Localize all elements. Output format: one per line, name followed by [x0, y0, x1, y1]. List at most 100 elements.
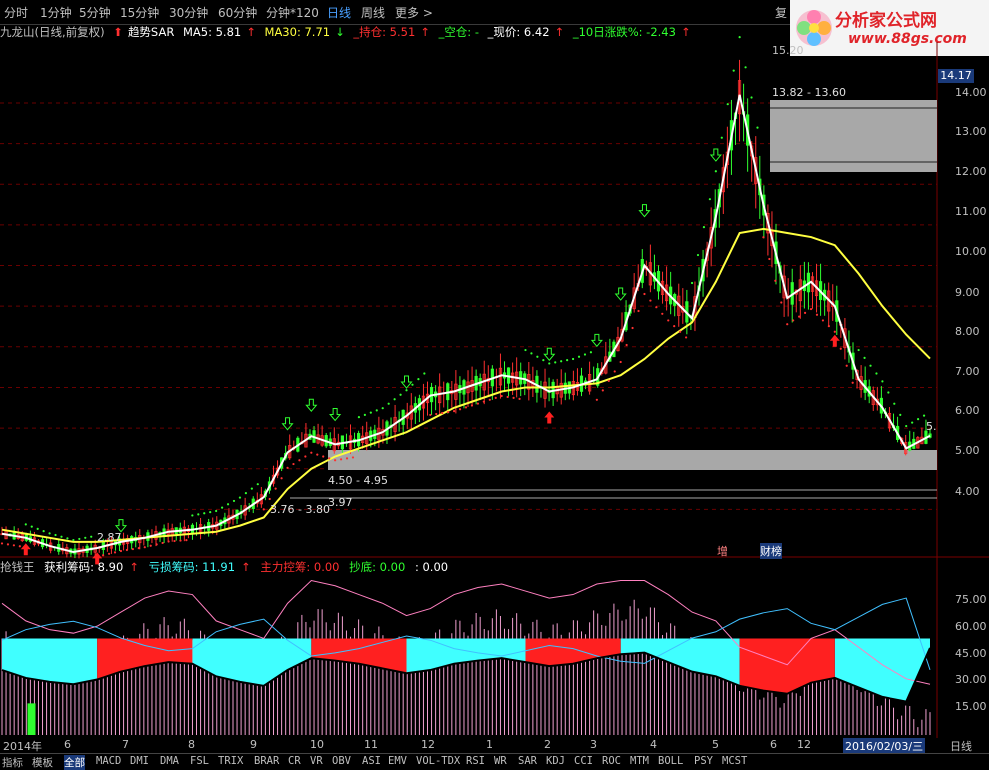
- buy-arrow-icon: [92, 552, 103, 565]
- sar-dot: [470, 404, 474, 407]
- sar-dot: [619, 360, 622, 364]
- price-tick: 6.00: [955, 404, 980, 417]
- indicator-tab-vr[interactable]: VR: [310, 755, 323, 767]
- sar-dot: [0, 542, 4, 545]
- up-arrow-icon: ⬆: [113, 25, 123, 39]
- sar-dot: [381, 407, 384, 410]
- indicator-tab-vol-tdx[interactable]: VOL-TDX: [416, 755, 461, 767]
- increase-tag[interactable]: 增: [717, 545, 728, 558]
- indicator-tab-指标[interactable]: 指标: [2, 757, 23, 769]
- indicator-tab-trix[interactable]: TRIX: [218, 755, 244, 767]
- tab-5min[interactable]: 5分钟: [79, 6, 111, 20]
- tab-1min[interactable]: 1分钟: [40, 6, 72, 20]
- sar-dot: [42, 530, 45, 533]
- sar-dot: [839, 347, 842, 350]
- sar-dot: [655, 306, 658, 309]
- sub-tick: 75.00: [955, 593, 987, 606]
- indicator-tab-macd[interactable]: MACD: [96, 755, 122, 767]
- candle-body: [705, 248, 709, 261]
- sar-dot: [744, 66, 747, 69]
- tab-fenshi[interactable]: 分时: [4, 6, 29, 20]
- sar-dot: [316, 453, 319, 456]
- loss-line: [1, 597, 931, 670]
- signal-markers: [20, 148, 840, 565]
- indicator-tab-mcst[interactable]: MCST: [722, 755, 748, 767]
- month-label: 6: [770, 738, 777, 751]
- buy-arrow-icon: [20, 543, 31, 556]
- sar-dot: [845, 364, 848, 367]
- indicator-tab-psy[interactable]: PSY: [694, 755, 713, 767]
- sar-dot: [143, 546, 146, 549]
- price-tick: 10.00: [955, 245, 987, 258]
- indicator-tab-emv[interactable]: EMV: [388, 755, 407, 767]
- indicator-tab-rsi[interactable]: RSI: [466, 755, 485, 767]
- sar-dot: [661, 312, 664, 315]
- indicator-tab-dmi[interactable]: DMI: [130, 755, 149, 767]
- sar-dot: [191, 514, 194, 517]
- sar-dot: [18, 545, 21, 548]
- sar-dot: [643, 292, 646, 296]
- sar-dot: [518, 397, 521, 400]
- sar-dot: [363, 413, 366, 416]
- price-tick: 12.00: [955, 165, 987, 178]
- sar-dot: [506, 395, 509, 399]
- month-label: 11: [364, 738, 378, 751]
- board-tag[interactable]: 财榜: [760, 543, 782, 559]
- tab-weekly[interactable]: 周线: [361, 6, 386, 20]
- sar-dot: [601, 389, 604, 392]
- sar-dot: [429, 413, 432, 417]
- buy-arrow-icon: [544, 411, 555, 424]
- indicator-tab-全部[interactable]: 全部: [64, 755, 85, 770]
- sar-dot: [560, 360, 563, 363]
- ma30-down-icon: ↓: [335, 25, 345, 39]
- indicator-tab-mtm[interactable]: MTM: [630, 755, 649, 767]
- indicator-tab-模板[interactable]: 模板: [32, 757, 53, 769]
- indicator-tab-boll[interactable]: BOLL: [658, 755, 684, 767]
- sar-dot: [441, 411, 444, 415]
- tab-60min[interactable]: 60分钟: [218, 6, 258, 20]
- tab-30min[interactable]: 30分钟: [169, 6, 209, 20]
- sar-dot: [833, 330, 836, 333]
- indicator-tab-dma[interactable]: DMA: [160, 755, 179, 767]
- price-tick: 11.00: [955, 205, 987, 218]
- period-label[interactable]: 日线: [950, 740, 972, 753]
- sar-dot: [399, 393, 402, 396]
- sell-arrow-icon: [329, 407, 342, 422]
- sar-dot: [887, 391, 890, 394]
- sar-dot: [339, 458, 343, 461]
- sar-dot: [393, 398, 396, 401]
- indicator-tab-fsl[interactable]: FSL: [190, 755, 209, 767]
- sar-dot: [667, 319, 670, 322]
- indicator-tab-sar[interactable]: SAR: [518, 755, 537, 767]
- price-tick: 14.00: [955, 86, 987, 99]
- sell-arrow-icon: [638, 204, 651, 218]
- sar-dot: [542, 359, 545, 362]
- sar-dot: [482, 400, 485, 403]
- high-label: 15.20: [772, 44, 804, 57]
- indicator-tab-wr[interactable]: WR: [494, 755, 507, 767]
- indicator-tab-cr[interactable]: CR: [288, 755, 301, 767]
- tab-daily[interactable]: 日线: [327, 6, 352, 20]
- sar-dot: [417, 378, 420, 381]
- change-value: _10日涨跌%: -2.43: [572, 25, 676, 39]
- indicator-tab-roc[interactable]: ROC: [602, 755, 621, 767]
- indicator-tab-kdj[interactable]: KDJ: [546, 755, 565, 767]
- tab-more[interactable]: 更多 >: [395, 6, 433, 20]
- sar-dot: [215, 509, 218, 513]
- tab-15min[interactable]: 15分钟: [120, 6, 160, 20]
- indicator-tab-obv[interactable]: OBV: [332, 755, 351, 767]
- indicator-tab-brar[interactable]: BRAR: [254, 755, 280, 767]
- indicator-tab-cci[interactable]: CCI: [574, 755, 593, 767]
- restore-button[interactable]: 复: [775, 6, 788, 20]
- sar-dot: [494, 396, 497, 400]
- sar-dot: [571, 357, 575, 361]
- month-label: 7: [122, 738, 129, 751]
- indicator-tab-asi[interactable]: ASI: [362, 755, 381, 767]
- tab-120min[interactable]: 分钟*120: [266, 6, 319, 20]
- flower-logo-icon: [796, 10, 832, 46]
- support-level-label-2: 3.97: [328, 496, 353, 509]
- sar-dot: [702, 226, 706, 229]
- sar-dot: [696, 253, 700, 257]
- sar-dot: [768, 257, 771, 261]
